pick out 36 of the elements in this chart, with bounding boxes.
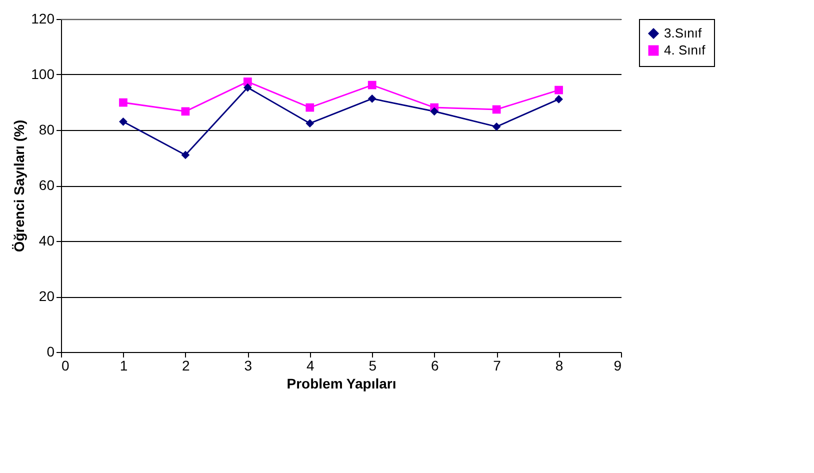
point bbox=[243, 83, 252, 92]
x-tick-label: 9 bbox=[614, 358, 622, 374]
point bbox=[368, 80, 376, 90]
point bbox=[492, 105, 501, 114]
x-axis-title: Problem Yapıları bbox=[286, 376, 396, 392]
point bbox=[119, 117, 128, 126]
legend-label: 3.Sınıf bbox=[664, 26, 702, 40]
point bbox=[306, 119, 314, 128]
x-tick-label: 4 bbox=[306, 358, 314, 374]
point bbox=[243, 78, 252, 86]
point bbox=[368, 94, 376, 103]
y-tick-label: 0 bbox=[46, 344, 55, 360]
point bbox=[119, 98, 128, 107]
point bbox=[492, 122, 501, 131]
legend-label: 4. Sınıf bbox=[664, 42, 706, 58]
y-axis-title: Öğrenci Sayıları (%) bbox=[11, 120, 28, 252]
y-tick-label: 20 bbox=[38, 288, 55, 304]
y-tick-label: 80 bbox=[38, 122, 55, 138]
x-tick-label: 3 bbox=[244, 358, 252, 374]
x-tick-label: 2 bbox=[182, 358, 190, 374]
y-tick-label: 120 bbox=[31, 10, 55, 26]
x-tick-label: 6 bbox=[430, 358, 439, 374]
point bbox=[554, 86, 563, 94]
x-tick-label: 8 bbox=[555, 358, 564, 374]
x-tick-label: 7 bbox=[493, 358, 502, 374]
point bbox=[306, 103, 314, 112]
x-tick-label: 0 bbox=[62, 358, 70, 374]
x-tick-label: 1 bbox=[120, 358, 128, 374]
x-tick-label: 5 bbox=[368, 358, 377, 374]
point bbox=[430, 107, 439, 116]
point bbox=[554, 95, 563, 104]
y-tick-label: 100 bbox=[31, 66, 55, 82]
point bbox=[181, 150, 190, 160]
point bbox=[181, 107, 190, 116]
y-tick-label: 40 bbox=[38, 232, 55, 248]
y-tick-label: 60 bbox=[38, 177, 55, 193]
